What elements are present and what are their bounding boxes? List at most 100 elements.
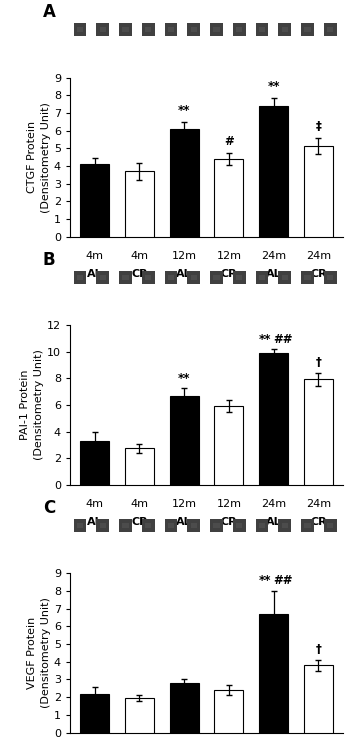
Bar <box>96 519 109 532</box>
Bar <box>80 441 109 485</box>
Bar <box>304 27 311 33</box>
Text: AL: AL <box>176 517 192 527</box>
Bar <box>256 23 268 36</box>
Bar <box>233 271 246 284</box>
Text: AL: AL <box>87 269 103 279</box>
Text: 24m: 24m <box>261 499 286 509</box>
Bar <box>190 522 197 528</box>
Text: CR: CR <box>220 269 237 279</box>
Bar <box>77 522 83 528</box>
Bar <box>327 27 334 33</box>
Text: 12m: 12m <box>216 499 242 509</box>
Bar <box>168 275 174 280</box>
Bar <box>99 522 106 528</box>
Bar <box>278 519 291 532</box>
Bar <box>214 159 243 237</box>
Text: CR: CR <box>220 517 237 527</box>
Bar <box>168 522 174 528</box>
Bar <box>122 522 129 528</box>
Bar <box>324 271 337 284</box>
Text: C: C <box>43 499 55 517</box>
Bar <box>236 522 243 528</box>
Bar <box>301 23 314 36</box>
Text: AL: AL <box>176 269 192 279</box>
Bar <box>125 448 154 485</box>
Bar <box>233 519 246 532</box>
Text: **: ** <box>178 372 190 385</box>
Bar <box>119 519 132 532</box>
Bar <box>213 522 220 528</box>
Bar <box>278 23 291 36</box>
Text: 12m: 12m <box>172 499 197 509</box>
Bar <box>164 23 177 36</box>
Bar <box>259 614 288 733</box>
Bar <box>281 275 288 280</box>
Text: †: † <box>315 642 321 656</box>
Bar <box>77 275 83 280</box>
Bar <box>187 519 200 532</box>
Bar <box>214 406 243 485</box>
Bar <box>301 271 314 284</box>
Text: B: B <box>43 251 55 269</box>
Bar <box>190 275 197 280</box>
Text: **: ** <box>267 81 280 93</box>
Text: AL: AL <box>266 517 281 527</box>
Bar <box>213 27 220 33</box>
Bar <box>214 690 243 733</box>
Bar <box>99 275 106 280</box>
Text: **: ** <box>258 574 271 587</box>
Bar <box>80 693 109 733</box>
Bar <box>281 27 288 33</box>
Bar <box>80 164 109 237</box>
Bar <box>278 271 291 284</box>
Bar <box>99 27 106 33</box>
Bar <box>74 519 86 532</box>
Y-axis label: VEGF Protein
(Densitometry Unit): VEGF Protein (Densitometry Unit) <box>27 597 51 708</box>
Bar <box>324 519 337 532</box>
Bar <box>259 106 288 237</box>
Bar <box>145 275 152 280</box>
Bar <box>304 665 333 733</box>
Bar <box>236 275 243 280</box>
Bar <box>125 698 154 733</box>
Text: 4m: 4m <box>86 499 104 509</box>
Bar <box>187 23 200 36</box>
Bar <box>236 27 243 33</box>
Bar <box>187 271 200 284</box>
Text: AL: AL <box>87 517 103 527</box>
Bar <box>281 522 288 528</box>
Bar <box>74 23 86 36</box>
Bar <box>327 275 334 280</box>
Bar <box>142 271 155 284</box>
Text: 12m: 12m <box>216 252 242 261</box>
Bar <box>210 519 223 532</box>
Bar <box>164 519 177 532</box>
Bar <box>164 271 177 284</box>
Bar <box>233 23 246 36</box>
Text: **: ** <box>178 104 190 118</box>
Bar <box>119 23 132 36</box>
Bar <box>142 519 155 532</box>
Text: AL: AL <box>266 269 281 279</box>
Text: 24m: 24m <box>306 252 331 261</box>
Text: 4m: 4m <box>86 252 104 261</box>
Bar <box>304 522 311 528</box>
Bar <box>125 172 154 237</box>
Bar <box>122 275 129 280</box>
Bar <box>145 522 152 528</box>
Text: CR: CR <box>131 517 148 527</box>
Bar <box>122 27 129 33</box>
Bar <box>119 271 132 284</box>
Bar <box>327 522 334 528</box>
Bar <box>256 519 268 532</box>
Bar <box>96 271 109 284</box>
Bar <box>256 271 268 284</box>
Bar <box>301 519 314 532</box>
Bar <box>259 353 288 485</box>
Text: ##: ## <box>273 574 292 587</box>
Text: CR: CR <box>310 269 327 279</box>
Text: **: ** <box>258 333 271 346</box>
Bar <box>259 522 265 528</box>
Text: #: # <box>224 135 234 148</box>
Bar <box>210 271 223 284</box>
